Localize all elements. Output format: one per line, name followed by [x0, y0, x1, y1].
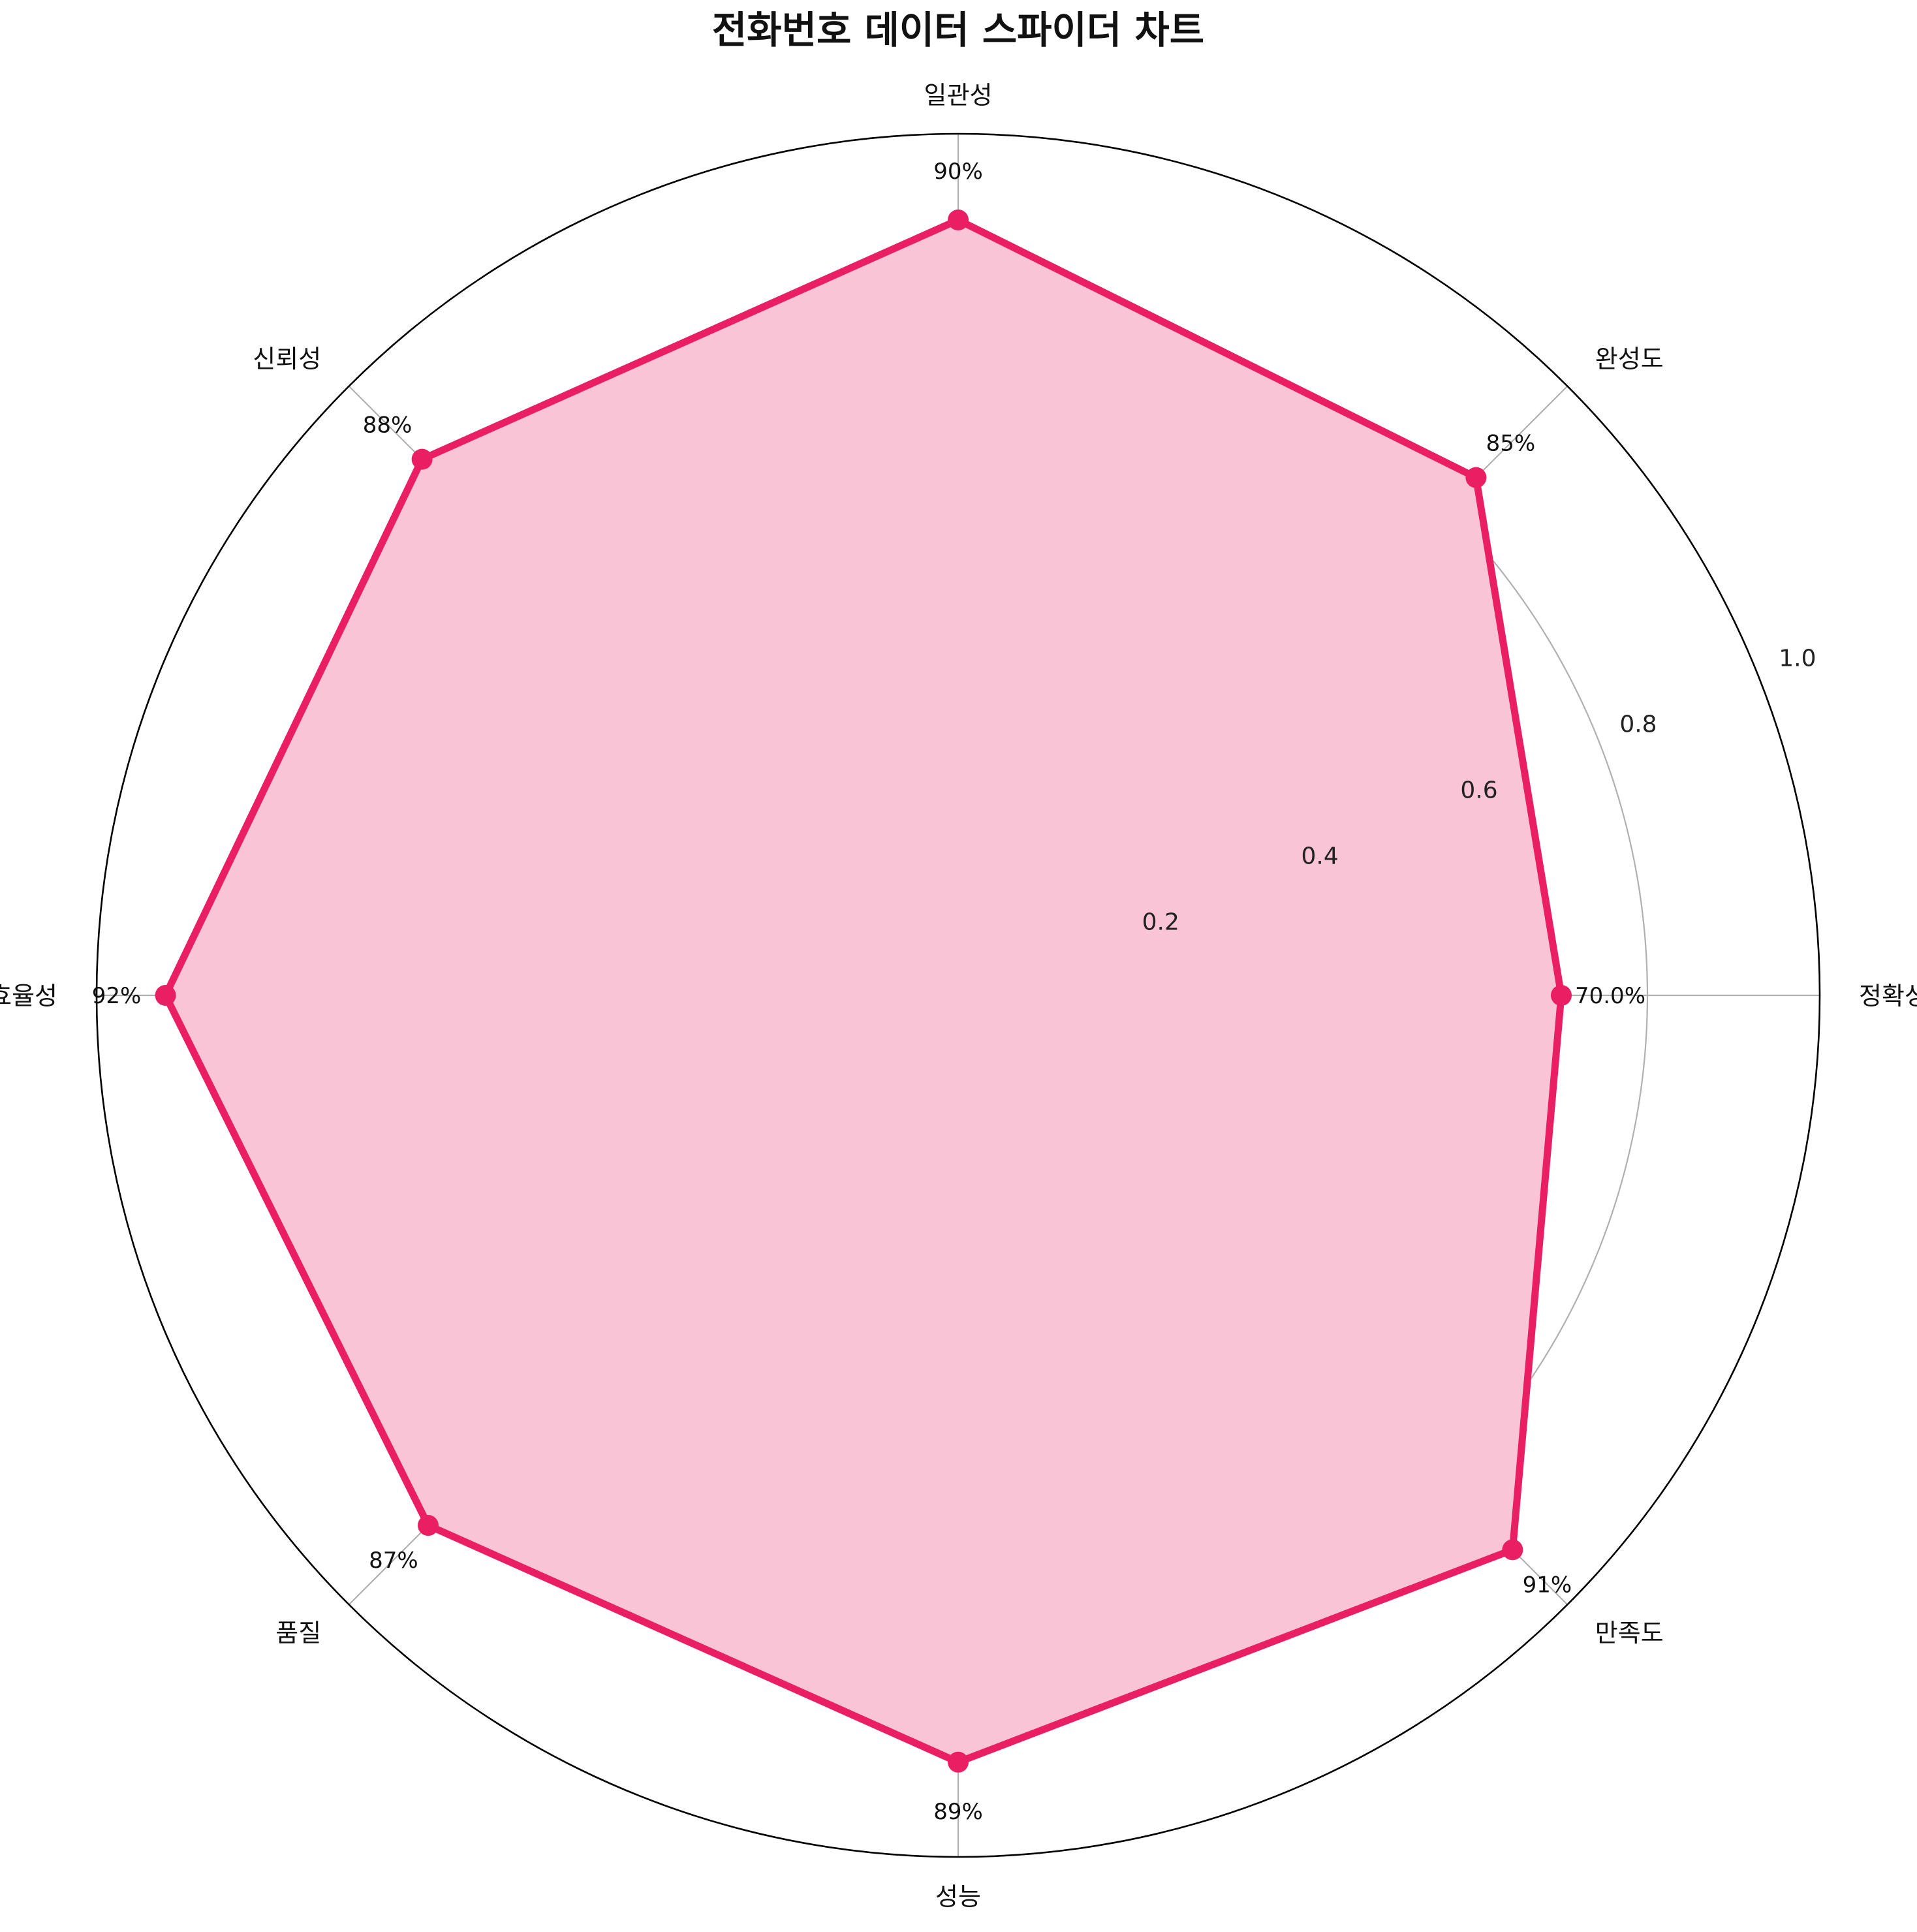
value-label-1: 85% — [1486, 431, 1536, 457]
rtick-label-2: 0.6 — [1460, 777, 1497, 803]
rtick-label-1: 0.4 — [1301, 843, 1339, 869]
data-point-3 — [411, 448, 433, 470]
rtick-label-3: 0.8 — [1619, 711, 1657, 738]
series-layer — [155, 210, 1572, 1773]
axis-label-2: 일관성 — [924, 81, 993, 110]
value-label-0: 70.0% — [1575, 983, 1645, 1009]
series-area — [165, 220, 1561, 1762]
value-label-6: 89% — [933, 1799, 983, 1825]
value-label-2: 90% — [933, 159, 983, 185]
axis-label-5: 품질 — [275, 1619, 321, 1647]
value-label-7: 91% — [1523, 1572, 1572, 1598]
axis-label-0: 정확성 — [1859, 982, 1917, 1010]
value-label-3: 88% — [363, 413, 413, 439]
value-label-5: 87% — [369, 1548, 418, 1574]
axis-label-3: 신뢰성 — [253, 345, 321, 373]
data-point-5 — [417, 1515, 439, 1536]
data-point-6 — [948, 1751, 969, 1773]
rtick-label-4: 1.0 — [1779, 645, 1816, 672]
chart-title: 전화번호 데이터 스파이더 차트 — [712, 8, 1204, 52]
data-point-2 — [948, 210, 969, 230]
axis-label-6: 성능 — [935, 1882, 981, 1911]
data-point-1 — [1465, 467, 1487, 488]
axis-label-1: 완성도 — [1595, 345, 1664, 373]
polar-frame — [95, 132, 1821, 1858]
axis-label-4: 효율성 — [0, 982, 57, 1010]
axis-label-7: 만족도 — [1595, 1619, 1664, 1647]
rtick-label-0: 0.2 — [1142, 909, 1179, 935]
value-label-4: 92% — [92, 983, 142, 1009]
data-point-4 — [155, 985, 176, 1006]
data-point-0 — [1551, 985, 1572, 1006]
data-point-7 — [1502, 1539, 1523, 1561]
